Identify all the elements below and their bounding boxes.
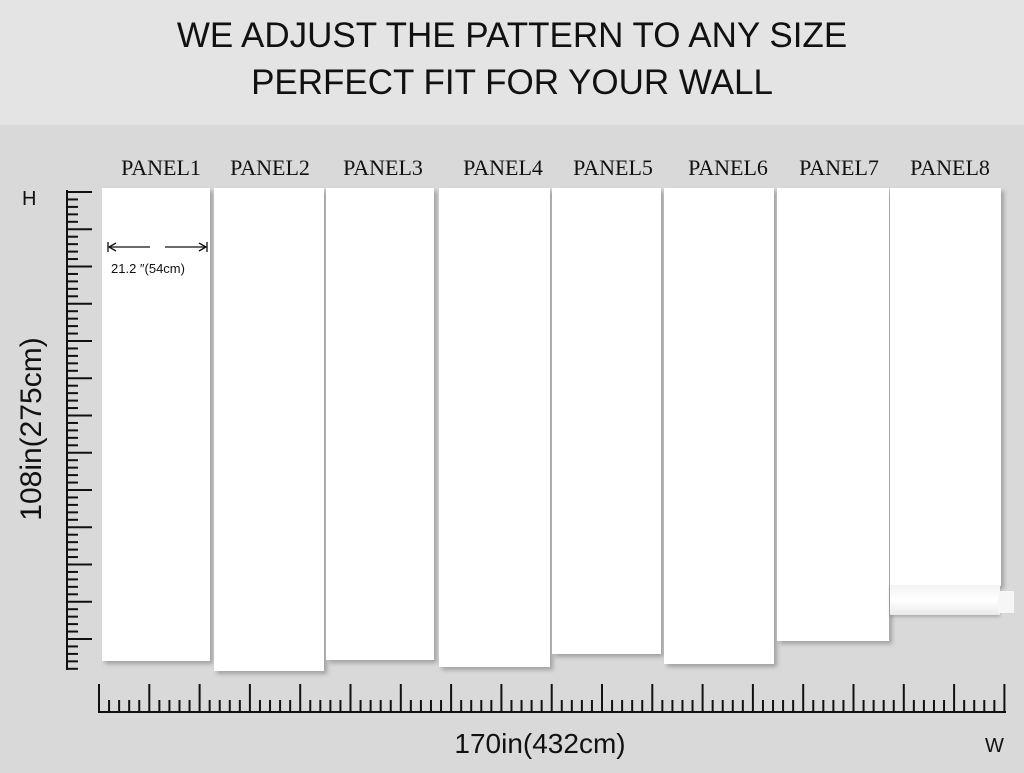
horizontal-ruler [98, 684, 1006, 713]
wallpaper-roll [890, 585, 1000, 615]
wallpaper-panel-7 [777, 188, 889, 641]
wallpaper-panel-3 [326, 188, 434, 660]
vertical-ruler [66, 190, 92, 670]
panel-label-2: PANEL2 [230, 155, 310, 180]
wallpaper-panel-5 [552, 188, 661, 654]
wallpaper-roll-end [998, 591, 1014, 613]
height-marker: H [22, 188, 37, 210]
panel-width-arrow [107, 242, 208, 252]
wallpaper-panel-2 [214, 188, 324, 671]
panel-label-8: PANEL8 [910, 155, 990, 180]
title-line-1: WE ADJUST THE PATTERN TO ANY SIZE [176, 16, 848, 55]
panel-label-3: PANEL3 [343, 155, 423, 180]
panel-label-6: PANEL6 [688, 155, 768, 180]
panel-width-label: 21.2 ″(54cm) [111, 261, 185, 276]
title-line-2: PERFECT FIT FOR YOUR WALL [251, 63, 773, 102]
panel-label-1: PANEL1 [121, 155, 201, 180]
wallpaper-panel-8 [890, 188, 1001, 586]
panel-label-7: PANEL7 [799, 155, 879, 180]
wallpaper-panel-4 [439, 188, 550, 667]
panel-label-5: PANEL5 [573, 155, 653, 180]
width-marker: W [985, 735, 1004, 757]
wallpaper-panel-6 [664, 188, 774, 664]
wallpaper-panel-1 [102, 188, 210, 661]
panel-label-4: PANEL4 [463, 155, 543, 180]
height-label: 108in(275cm) [15, 337, 48, 521]
header-band [0, 0, 1024, 125]
width-label: 170in(432cm) [454, 728, 626, 759]
